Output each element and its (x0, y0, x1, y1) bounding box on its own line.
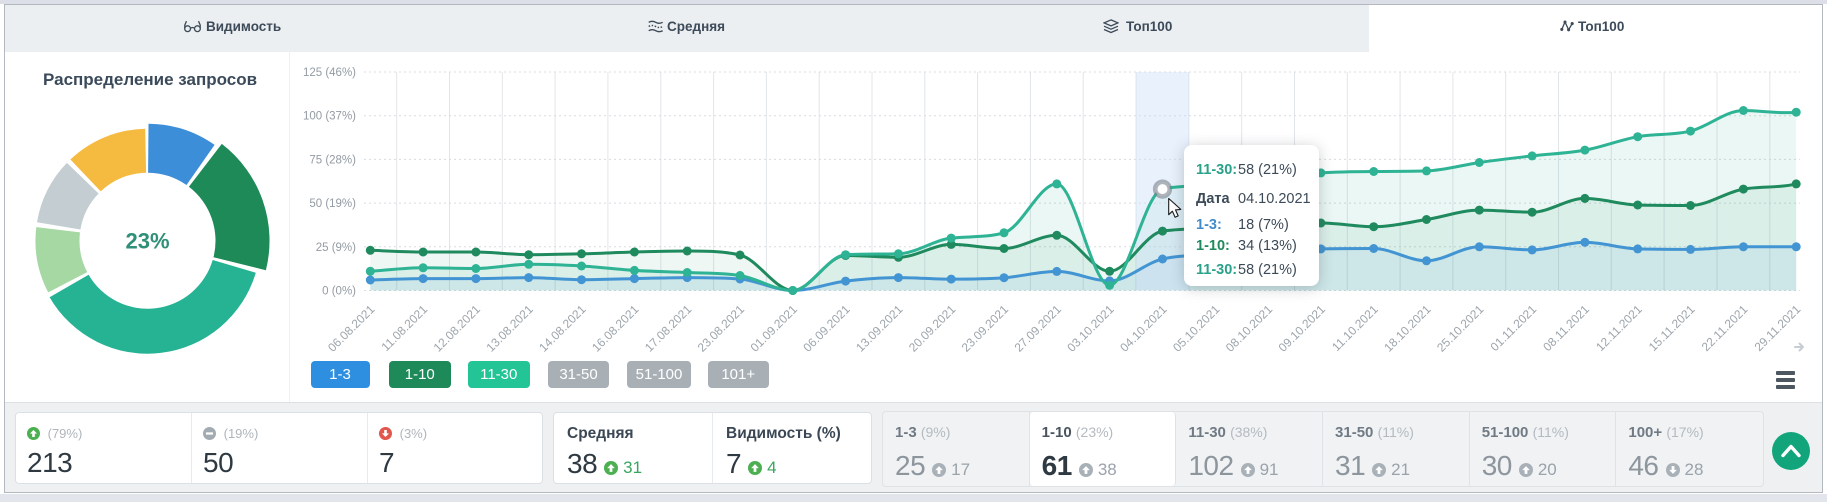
svg-text:16.08.2021: 16.08.2021 (589, 302, 642, 355)
svg-text:01.09.2021: 01.09.2021 (748, 302, 801, 355)
svg-text:08.10.2021: 08.10.2021 (1223, 302, 1276, 355)
svg-text:06.09.2021: 06.09.2021 (800, 302, 853, 355)
svg-text:11.10.2021: 11.10.2021 (1329, 302, 1381, 354)
svg-text:27.09.2021: 27.09.2021 (1012, 302, 1065, 355)
svg-text:0 (0%): 0 (0%) (322, 286, 356, 298)
svg-text:125 (46%): 125 (46%) (303, 67, 356, 79)
svg-text:75 (28%): 75 (28%) (309, 154, 356, 166)
svg-text:12.11.2021: 12.11.2021 (1593, 302, 1645, 354)
svg-text:15.11.2021: 15.11.2021 (1646, 302, 1698, 354)
svg-text:03.10.2021: 03.10.2021 (1064, 302, 1117, 355)
svg-text:17.08.2021: 17.08.2021 (642, 302, 695, 355)
svg-text:12.08.2021: 12.08.2021 (431, 302, 484, 355)
svg-text:22.11.2021: 22.11.2021 (1699, 302, 1751, 354)
svg-text:25.10.2021: 25.10.2021 (1434, 302, 1487, 355)
svg-text:01.11.2021: 01.11.2021 (1487, 302, 1539, 354)
svg-text:08.11.2021: 08.11.2021 (1540, 302, 1592, 354)
svg-text:23.09.2021: 23.09.2021 (959, 302, 1012, 355)
svg-text:23.08.2021: 23.08.2021 (695, 302, 748, 355)
svg-text:09.10.2021: 09.10.2021 (1276, 302, 1329, 355)
svg-text:14.08.2021: 14.08.2021 (536, 302, 589, 355)
svg-text:23%: 23% (125, 229, 169, 254)
svg-text:13.09.2021: 13.09.2021 (853, 302, 906, 355)
svg-text:100 (37%): 100 (37%) (303, 111, 356, 123)
svg-text:05.10.2021: 05.10.2021 (1170, 302, 1223, 355)
svg-text:18.10.2021: 18.10.2021 (1381, 302, 1434, 355)
svg-text:11.08.2021: 11.08.2021 (378, 302, 430, 354)
svg-text:06.08.2021: 06.08.2021 (325, 302, 378, 355)
svg-text:25 (9%): 25 (9%) (316, 242, 356, 254)
svg-text:50 (19%): 50 (19%) (309, 198, 356, 210)
svg-text:04.10.2021: 04.10.2021 (1117, 302, 1170, 355)
svg-text:13.08.2021: 13.08.2021 (483, 302, 536, 355)
svg-text:20.09.2021: 20.09.2021 (906, 302, 959, 355)
